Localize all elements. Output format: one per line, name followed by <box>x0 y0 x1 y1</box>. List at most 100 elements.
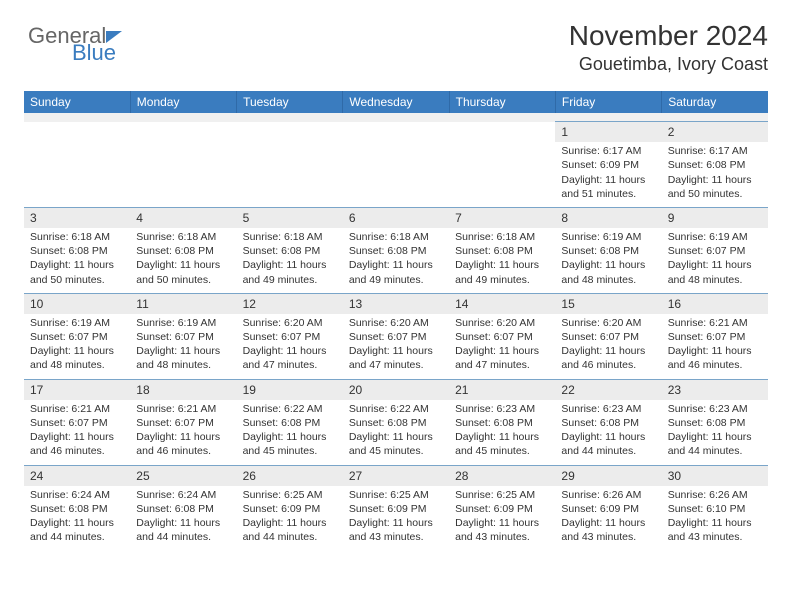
calendar-cell: 11Sunrise: 6:19 AMSunset: 6:07 PMDayligh… <box>130 293 236 379</box>
day-number: 3 <box>24 208 130 228</box>
cell-sunset: Sunset: 6:08 PM <box>668 158 762 172</box>
cell-sunrise: Sunrise: 6:25 AM <box>349 488 443 502</box>
cell-daylight1: Daylight: 11 hours <box>668 516 762 530</box>
cell-sunrise: Sunrise: 6:18 AM <box>243 230 337 244</box>
cell-sunset: Sunset: 6:09 PM <box>455 502 549 516</box>
cell-daylight1: Daylight: 11 hours <box>668 344 762 358</box>
calendar-cell: 14Sunrise: 6:20 AMSunset: 6:07 PMDayligh… <box>449 293 555 379</box>
cell-daylight1: Daylight: 11 hours <box>668 258 762 272</box>
calendar-cell <box>24 122 130 208</box>
cell-daylight1: Daylight: 11 hours <box>349 430 443 444</box>
calendar-cell <box>237 122 343 208</box>
cell-daylight1: Daylight: 11 hours <box>561 173 655 187</box>
calendar-cell: 3Sunrise: 6:18 AMSunset: 6:08 PMDaylight… <box>24 207 130 293</box>
cell-daylight2: and 44 minutes. <box>668 444 762 458</box>
day-number: 13 <box>343 294 449 314</box>
calendar-cell: 1Sunrise: 6:17 AMSunset: 6:09 PMDaylight… <box>555 122 661 208</box>
cell-daylight2: and 46 minutes. <box>136 444 230 458</box>
cell-sunset: Sunset: 6:07 PM <box>668 330 762 344</box>
cell-sunrise: Sunrise: 6:26 AM <box>561 488 655 502</box>
calendar-cell <box>130 122 236 208</box>
cell-sunrise: Sunrise: 6:21 AM <box>136 402 230 416</box>
cell-sunrise: Sunrise: 6:17 AM <box>561 144 655 158</box>
cell-sunset: Sunset: 6:08 PM <box>136 244 230 258</box>
cell-daylight1: Daylight: 11 hours <box>561 430 655 444</box>
cell-sunrise: Sunrise: 6:19 AM <box>561 230 655 244</box>
calendar-cell: 23Sunrise: 6:23 AMSunset: 6:08 PMDayligh… <box>662 379 768 465</box>
cell-sunset: Sunset: 6:08 PM <box>561 244 655 258</box>
cell-sunrise: Sunrise: 6:26 AM <box>668 488 762 502</box>
cell-sunrise: Sunrise: 6:23 AM <box>668 402 762 416</box>
cell-sunrise: Sunrise: 6:20 AM <box>243 316 337 330</box>
day-number: 24 <box>24 466 130 486</box>
cell-sunset: Sunset: 6:08 PM <box>349 416 443 430</box>
weekday-header: Monday <box>130 91 236 113</box>
calendar-cell: 15Sunrise: 6:20 AMSunset: 6:07 PMDayligh… <box>555 293 661 379</box>
cell-sunrise: Sunrise: 6:19 AM <box>136 316 230 330</box>
calendar-cell: 20Sunrise: 6:22 AMSunset: 6:08 PMDayligh… <box>343 379 449 465</box>
calendar-cell: 16Sunrise: 6:21 AMSunset: 6:07 PMDayligh… <box>662 293 768 379</box>
cell-daylight1: Daylight: 11 hours <box>243 258 337 272</box>
cell-daylight1: Daylight: 11 hours <box>243 516 337 530</box>
day-number: 19 <box>237 380 343 400</box>
cell-sunrise: Sunrise: 6:24 AM <box>136 488 230 502</box>
cell-sunrise: Sunrise: 6:19 AM <box>668 230 762 244</box>
cell-daylight1: Daylight: 11 hours <box>349 258 443 272</box>
cell-sunset: Sunset: 6:08 PM <box>243 416 337 430</box>
cell-sunset: Sunset: 6:10 PM <box>668 502 762 516</box>
calendar-table: Sunday Monday Tuesday Wednesday Thursday… <box>24 91 768 550</box>
cell-sunset: Sunset: 6:08 PM <box>30 244 124 258</box>
cell-daylight2: and 47 minutes. <box>349 358 443 372</box>
cell-daylight2: and 50 minutes. <box>136 273 230 287</box>
day-number: 2 <box>662 122 768 142</box>
cell-daylight1: Daylight: 11 hours <box>349 344 443 358</box>
calendar-cell: 18Sunrise: 6:21 AMSunset: 6:07 PMDayligh… <box>130 379 236 465</box>
day-number: 18 <box>130 380 236 400</box>
calendar-cell: 5Sunrise: 6:18 AMSunset: 6:08 PMDaylight… <box>237 207 343 293</box>
cell-sunrise: Sunrise: 6:18 AM <box>30 230 124 244</box>
cell-daylight1: Daylight: 11 hours <box>455 344 549 358</box>
weekday-header: Thursday <box>449 91 555 113</box>
cell-daylight2: and 47 minutes. <box>455 358 549 372</box>
cell-daylight2: and 51 minutes. <box>561 187 655 201</box>
cell-daylight1: Daylight: 11 hours <box>136 344 230 358</box>
cell-daylight2: and 50 minutes. <box>668 187 762 201</box>
cell-daylight2: and 44 minutes. <box>243 530 337 544</box>
cell-sunset: Sunset: 6:08 PM <box>136 502 230 516</box>
day-number: 30 <box>662 466 768 486</box>
day-number: 8 <box>555 208 661 228</box>
cell-daylight2: and 49 minutes. <box>455 273 549 287</box>
cell-daylight1: Daylight: 11 hours <box>30 344 124 358</box>
cell-sunset: Sunset: 6:07 PM <box>136 416 230 430</box>
cell-daylight1: Daylight: 11 hours <box>455 258 549 272</box>
cell-daylight2: and 46 minutes. <box>30 444 124 458</box>
day-number: 17 <box>24 380 130 400</box>
calendar-cell: 6Sunrise: 6:18 AMSunset: 6:08 PMDaylight… <box>343 207 449 293</box>
day-number: 11 <box>130 294 236 314</box>
calendar-cell: 19Sunrise: 6:22 AMSunset: 6:08 PMDayligh… <box>237 379 343 465</box>
cell-sunrise: Sunrise: 6:20 AM <box>349 316 443 330</box>
cell-sunset: Sunset: 6:07 PM <box>30 416 124 430</box>
header: General November 2024 Gouetimba, Ivory C… <box>24 20 768 75</box>
cell-daylight2: and 46 minutes. <box>561 358 655 372</box>
day-number: 23 <box>662 380 768 400</box>
cell-daylight2: and 43 minutes. <box>668 530 762 544</box>
day-number: 29 <box>555 466 661 486</box>
day-number: 1 <box>555 122 661 142</box>
cell-sunset: Sunset: 6:08 PM <box>668 416 762 430</box>
cell-daylight1: Daylight: 11 hours <box>30 430 124 444</box>
cell-sunrise: Sunrise: 6:18 AM <box>349 230 443 244</box>
cell-daylight2: and 43 minutes. <box>561 530 655 544</box>
day-number: 28 <box>449 466 555 486</box>
cell-sunrise: Sunrise: 6:17 AM <box>668 144 762 158</box>
cell-daylight2: and 44 minutes. <box>30 530 124 544</box>
cell-sunset: Sunset: 6:09 PM <box>349 502 443 516</box>
cell-sunset: Sunset: 6:07 PM <box>30 330 124 344</box>
calendar-cell: 9Sunrise: 6:19 AMSunset: 6:07 PMDaylight… <box>662 207 768 293</box>
day-number: 7 <box>449 208 555 228</box>
cell-sunset: Sunset: 6:07 PM <box>455 330 549 344</box>
cell-sunset: Sunset: 6:07 PM <box>243 330 337 344</box>
calendar-cell: 24Sunrise: 6:24 AMSunset: 6:08 PMDayligh… <box>24 465 130 550</box>
day-number: 4 <box>130 208 236 228</box>
calendar-week-row: 10Sunrise: 6:19 AMSunset: 6:07 PMDayligh… <box>24 293 768 379</box>
